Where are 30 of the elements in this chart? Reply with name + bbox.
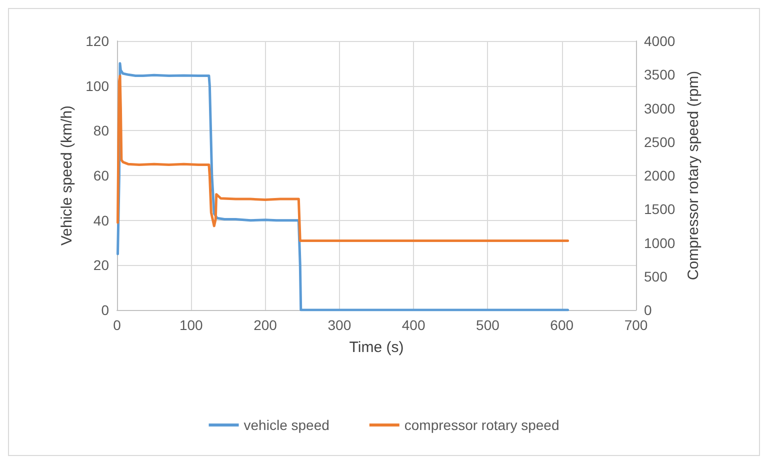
- y-tick-label: 60: [93, 168, 110, 184]
- y2-tick-label: 0: [644, 302, 652, 318]
- y2-axis-title: Compressor rotary speed (rpm): [685, 70, 702, 280]
- y2-tick-label: 2500: [644, 134, 676, 150]
- legend-label: compressor rotary speed: [404, 417, 560, 433]
- x-axis-title: Time (s): [349, 339, 404, 356]
- y-tick-label: 0: [101, 302, 110, 318]
- x-tick-label: 200: [254, 317, 278, 333]
- y-tick-label: 100: [86, 78, 110, 94]
- y2-tick-label: 1500: [644, 201, 676, 218]
- y-tick-label: 20: [93, 257, 110, 274]
- x-tick-label: 0: [113, 317, 122, 333]
- y2-tick-label: 2000: [644, 168, 676, 184]
- x-tick-label: 400: [402, 317, 426, 333]
- y2-tick-label: 3500: [644, 66, 676, 83]
- x-tick-label: 300: [328, 317, 352, 333]
- y2-tick-label: 3000: [644, 100, 676, 116]
- y-tick-label: 40: [93, 212, 110, 228]
- x-tick-label: 700: [624, 317, 648, 333]
- y2-tick-label: 1000: [644, 234, 676, 251]
- y2-tick-label: 500: [644, 268, 668, 284]
- x-tick-label: 100: [179, 317, 204, 333]
- x-tick-label: 600: [550, 317, 574, 333]
- y-axis-title: Vehicle speed (km/h): [58, 105, 76, 246]
- y2-tick-label: 4000: [644, 33, 676, 49]
- x-tick-label: 500: [476, 317, 500, 333]
- legend-label: vehicle speed: [244, 417, 330, 433]
- line-series: [116, 74, 570, 242]
- y-tick-label: 80: [93, 122, 110, 139]
- y-tick-label: 120: [86, 33, 110, 49]
